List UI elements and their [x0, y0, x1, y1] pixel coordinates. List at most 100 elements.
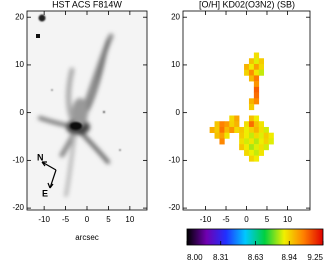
heatmap-cell — [214, 121, 220, 128]
heatmap-cell — [229, 121, 235, 128]
heatmap-cell — [248, 63, 255, 70]
heatmap-cell — [248, 155, 255, 162]
x-tick-label: 5 — [265, 215, 270, 224]
x-tick-label: -10 — [200, 215, 212, 224]
heatmap-cell — [253, 121, 260, 128]
heatmap-cell — [258, 138, 265, 145]
heatmap-cell — [253, 138, 260, 145]
heatmap-cell — [253, 69, 260, 76]
heatmap-cell — [258, 144, 265, 151]
x-tick-label: 10 — [283, 215, 292, 224]
y-tick-label: 20 — [15, 12, 24, 21]
heatmap-cell — [258, 149, 265, 156]
annotation: N — [37, 152, 44, 162]
x-tick-label: 0 — [244, 215, 249, 224]
y-tick-label: -10 — [12, 155, 24, 164]
heatmap-cell — [258, 121, 265, 128]
heatmap-cell — [239, 126, 245, 133]
heatmap-cell — [258, 69, 265, 76]
heatmap-cell — [253, 98, 260, 105]
heatmap-cell — [253, 86, 260, 93]
heatmap-cell — [248, 115, 255, 122]
x-tick-label: -5 — [62, 215, 70, 224]
x-tick-label: 10 — [125, 215, 134, 224]
heatmap-cell — [229, 115, 235, 122]
heatmap-cell — [253, 52, 260, 59]
heatmap-cell — [234, 126, 240, 133]
heatmap-cell — [248, 98, 255, 105]
heatmap-cell — [239, 138, 245, 145]
y-tick-label: 0 — [176, 108, 181, 117]
heatmap-cell — [248, 149, 255, 156]
panel-title: [O/H] KD02(O3N2) (SB) — [199, 0, 295, 9]
x-tick-label: -10 — [38, 215, 50, 224]
plot-frame — [182, 10, 311, 211]
heatmap-cell — [268, 138, 274, 145]
heatmap-cell — [248, 104, 255, 111]
heatmap-cell — [263, 126, 269, 133]
heatmap-cell — [253, 81, 260, 88]
panel-title: HST ACS F814W — [52, 0, 122, 9]
heatmap-cell — [248, 69, 255, 76]
annotation: E — [42, 188, 48, 198]
heatmap-cell — [209, 126, 215, 133]
heatmap-cell — [248, 138, 255, 145]
y-tick-label: 10 — [15, 60, 24, 69]
colorbar-tick-label: 8.31 — [213, 253, 229, 262]
heatmap-cell — [253, 58, 260, 65]
heatmap-cell — [248, 58, 255, 65]
y-tick-label: -20 — [12, 203, 24, 212]
heatmap-cell — [268, 132, 274, 139]
compass — [41, 161, 57, 189]
heatmap-cell — [244, 69, 250, 76]
heatmap-cell — [253, 155, 260, 162]
heatmap-cell — [263, 132, 269, 139]
heatmap-cell — [219, 126, 225, 133]
colorbar-tick-label: 9.25 — [307, 253, 323, 262]
heatmap-cell — [234, 121, 240, 128]
heatmap-cell — [219, 121, 225, 128]
heatmap-cell — [244, 144, 250, 151]
heatmap-cell — [244, 126, 250, 133]
heatmap-cell — [248, 126, 255, 133]
galaxy-image — [27, 11, 147, 210]
heatmap-cell — [248, 132, 255, 139]
heatmap-cell — [219, 132, 225, 139]
heatmap-cell — [224, 126, 230, 133]
heatmap-cell — [253, 115, 260, 122]
heatmap-cell — [244, 149, 250, 156]
heatmap-cell — [253, 92, 260, 99]
heatmap-cell — [244, 63, 250, 70]
heatmap-cell — [253, 149, 260, 156]
heatmap-cell — [239, 144, 245, 151]
heatmap-cell — [248, 144, 255, 151]
x-tick-label: 5 — [106, 215, 111, 224]
heatmap-cell — [224, 121, 230, 128]
heatmap-cell — [253, 126, 260, 133]
heatmap-cell — [258, 58, 265, 65]
y-tick-label: -10 — [168, 155, 180, 164]
heatmap-cell — [248, 121, 255, 128]
colorbar-tick-label: 8.63 — [248, 253, 264, 262]
colorbar-tick-label: 8.00 — [187, 253, 203, 262]
heatmap-cell — [253, 63, 260, 70]
heatmap-cell — [244, 132, 250, 139]
heatmap-cell — [253, 75, 260, 82]
y-tick-label: -20 — [168, 203, 180, 212]
heatmap-cell — [263, 138, 269, 145]
x-tick-label: -5 — [222, 215, 230, 224]
heatmap-cell — [214, 132, 220, 139]
x-axis-label: arcsec — [75, 233, 99, 242]
heatmap-cell — [239, 132, 245, 139]
x-tick-label: 0 — [85, 215, 90, 224]
heatmap-cell — [253, 132, 260, 139]
heatmap-cell — [258, 126, 265, 133]
y-tick-label: 0 — [20, 108, 25, 117]
y-tick-label: 10 — [171, 60, 180, 69]
heatmap-cell — [214, 126, 220, 133]
heatmap-cell — [244, 121, 250, 128]
heatmap-cell — [219, 138, 225, 145]
heatmap-cell — [224, 132, 230, 139]
heatmap-cell — [258, 132, 265, 139]
colorbar-tick-label: 8.94 — [281, 253, 297, 262]
